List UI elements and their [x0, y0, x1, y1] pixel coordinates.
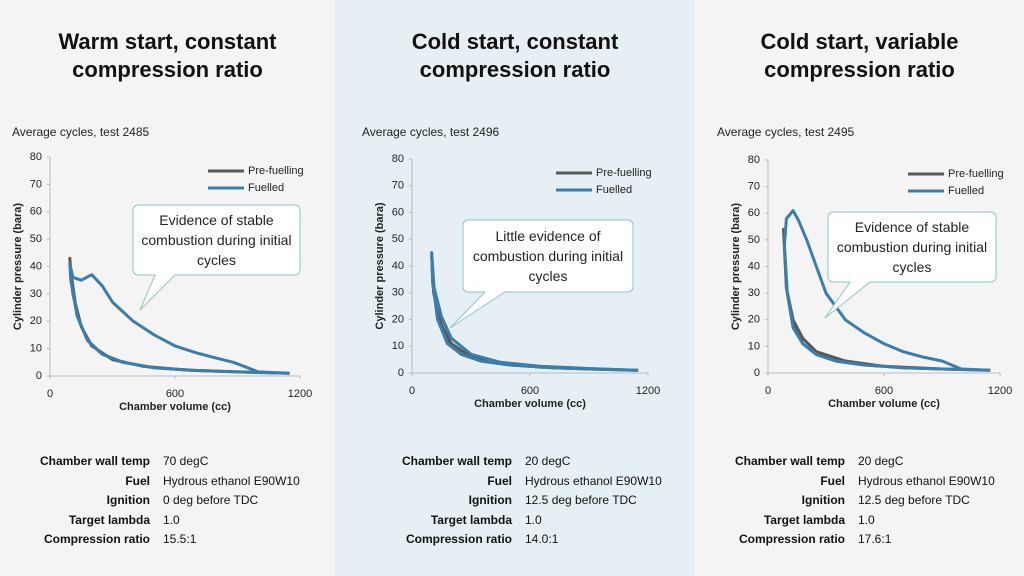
- y-tick-label: 0: [36, 370, 42, 382]
- callout-box: [132, 204, 301, 311]
- spec-label: Chamber wall temp: [39, 454, 150, 468]
- legend-label: Fuelled: [596, 184, 632, 196]
- y-tick-label: 70: [30, 178, 42, 190]
- y-tick-label: 10: [392, 340, 404, 352]
- chart-subtitle: Average cycles, test 2496: [362, 125, 500, 139]
- spec-label: Fuel: [125, 473, 150, 488]
- y-tick-label: 20: [748, 314, 760, 326]
- x-tick-label: 0: [409, 385, 415, 397]
- annotation: Evidence of stable combustion during ini…: [836, 219, 988, 275]
- y-tick-label: 30: [748, 287, 760, 299]
- spec-label: Fuel: [820, 473, 845, 488]
- annotation: Evidence of stable combustion during ini…: [141, 212, 292, 268]
- panel-background: [0, 0, 335, 576]
- chart-title: Warm start, constant compression ratio: [58, 29, 277, 82]
- y-tick-label: 30: [30, 288, 42, 300]
- y-tick-label: 40: [748, 260, 760, 272]
- legend-label: Pre-fuelling: [948, 168, 1004, 180]
- spec-value: 12.5 deg before TDC: [858, 493, 970, 508]
- x-tick-label: 600: [166, 388, 184, 400]
- x-tick-label: 1200: [988, 385, 1012, 397]
- spec-value: 14.0:1: [525, 532, 559, 547]
- y-tick-label: 50: [748, 234, 760, 246]
- y-tick-label: 60: [30, 206, 42, 218]
- callout-box: [824, 211, 997, 319]
- x-axis-label: Chamber volume (cc): [474, 398, 586, 410]
- x-tick-label: 1200: [288, 388, 312, 400]
- spec-value: 70 degC: [163, 454, 209, 468]
- x-tick-label: 0: [765, 385, 771, 397]
- spec-value: 0 deg before TDC: [163, 493, 259, 508]
- x-tick-label: 600: [875, 385, 893, 397]
- series-line: [68, 262, 290, 375]
- y-axis-label: Cylinder pressure (bara): [12, 203, 24, 330]
- spec-value: 17.6:1: [858, 532, 892, 547]
- spec-value: 20 degC: [525, 454, 571, 468]
- spec-label: Target lambda: [68, 512, 150, 527]
- y-axis-label: Cylinder pressure (bara): [730, 203, 742, 330]
- y-tick-label: 10: [30, 343, 42, 355]
- spec-value: Hydrous ethanol E90W10: [163, 473, 300, 488]
- spec-value: 1.0: [525, 512, 542, 527]
- y-tick-label: 40: [392, 260, 404, 272]
- chart-title: Cold start, variable compression ratio: [760, 29, 959, 82]
- y-tick-label: 50: [392, 233, 404, 245]
- spec-label: Fuel: [487, 473, 512, 488]
- spec-label: Compression ratio: [738, 532, 845, 547]
- y-tick-label: 10: [748, 340, 760, 352]
- y-tick-label: 70: [748, 181, 760, 193]
- y-tick-label: 70: [392, 180, 404, 192]
- spec-value: 1.0: [163, 512, 180, 527]
- spec-value: 12.5 deg before TDC: [525, 493, 637, 508]
- x-axis-label: Chamber volume (cc): [119, 401, 231, 413]
- spec-value: 15.5:1: [163, 532, 197, 547]
- legend-label: Pre-fuelling: [248, 165, 304, 177]
- spec-label: Ignition: [106, 493, 150, 508]
- annotation: Little evidence of combustion during ini…: [472, 228, 624, 284]
- y-tick-label: 0: [398, 367, 404, 379]
- series-line: [782, 209, 991, 372]
- spec-label: Ignition: [468, 493, 512, 508]
- spec-label: Chamber wall temp: [401, 454, 512, 468]
- y-tick-label: 40: [30, 260, 42, 272]
- spec-label: Compression ratio: [43, 532, 150, 547]
- legend-label: Pre-fuelling: [596, 167, 652, 179]
- y-tick-label: 60: [748, 207, 760, 219]
- spec-label: Ignition: [801, 493, 845, 508]
- legend-label: Fuelled: [948, 185, 984, 197]
- spec-value: Hydrous ethanol E90W10: [525, 473, 662, 488]
- y-axis-label: Cylinder pressure (bara): [374, 202, 386, 329]
- y-tick-label: 60: [392, 206, 404, 218]
- y-tick-label: 50: [30, 233, 42, 245]
- y-tick-label: 30: [392, 287, 404, 299]
- callout-box: [449, 219, 634, 329]
- chart-subtitle: Average cycles, test 2485: [12, 125, 150, 139]
- legend-label: Fuelled: [248, 182, 284, 194]
- spec-label: Compression ratio: [405, 532, 512, 547]
- chart-title: Cold start, constant compression ratio: [411, 29, 619, 82]
- y-tick-label: 20: [30, 315, 42, 327]
- y-tick-label: 80: [392, 153, 404, 165]
- x-tick-label: 0: [47, 388, 53, 400]
- series-line: [430, 251, 639, 372]
- y-tick-label: 80: [748, 154, 760, 166]
- spec-value: 20 degC: [858, 454, 904, 468]
- x-axis-label: Chamber volume (cc): [828, 398, 940, 410]
- y-tick-label: 20: [392, 313, 404, 325]
- x-tick-label: 1200: [636, 385, 660, 397]
- spec-label: Chamber wall temp: [734, 454, 845, 468]
- x-tick-label: 600: [521, 385, 539, 397]
- spec-label: Target lambda: [763, 512, 845, 527]
- spec-value: 1.0: [858, 512, 875, 527]
- y-tick-label: 80: [30, 151, 42, 163]
- chart-subtitle: Average cycles, test 2495: [717, 125, 855, 139]
- spec-value: Hydrous ethanol E90W10: [858, 473, 995, 488]
- y-tick-label: 0: [754, 367, 760, 379]
- spec-label: Target lambda: [430, 512, 512, 527]
